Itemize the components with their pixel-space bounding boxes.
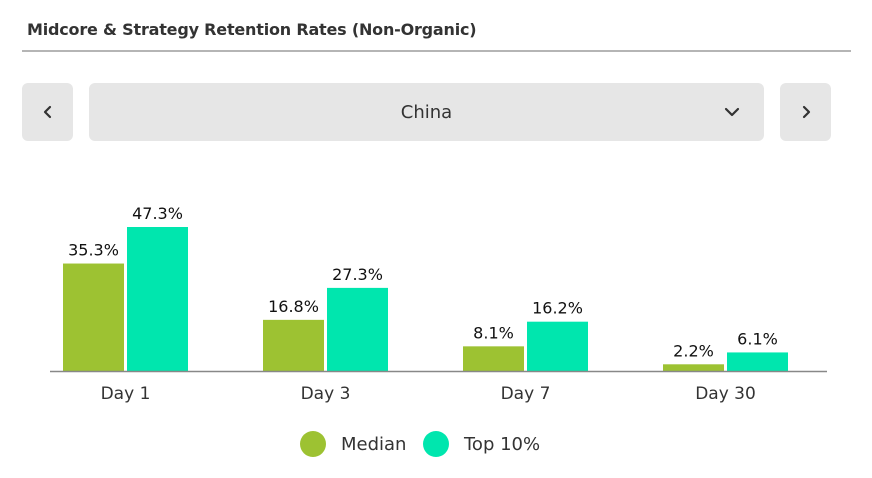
data-label: 6.1% [737,329,778,348]
data-label: 47.3% [132,204,183,223]
legend-label-median: Median [341,433,407,455]
bar-top-10-day-1[interactable] [127,227,188,371]
chevron-down-icon [724,107,740,117]
chevron-left-icon [43,105,51,119]
data-label: 2.2% [673,341,714,360]
data-label: 16.2% [532,299,583,318]
legend-label-top-10: Top 10% [464,433,541,455]
title-divider [22,50,851,52]
data-label: 27.3% [332,265,383,284]
chevron-right-icon [802,105,810,119]
x-tick-label: Day 3 [301,384,351,404]
next-button[interactable] [780,83,831,141]
data-label: 8.1% [473,323,514,342]
x-tick-label: Day 30 [695,384,756,404]
country-dropdown[interactable]: China [89,83,764,141]
x-tick-label: Day 7 [501,384,551,404]
retention-bar-chart: 35.3% 47.3% Day 1 16.8% 27.3% Day 3 8.1% 16.2% D… [50,204,827,404]
x-tick-label: Day 1 [101,384,151,404]
bar-median-day-7[interactable] [463,346,524,371]
chart-legend: Median Top 10% [0,428,872,460]
bar-top-10-day-3[interactable] [327,287,388,371]
bar-top-10-day-7[interactable] [527,321,588,371]
previous-button[interactable] [22,83,73,141]
legend-swatch-median [300,431,326,457]
legend-swatch-top-10 [423,431,449,457]
data-label: 16.8% [268,297,319,316]
country-selected-value: China [400,101,453,123]
bar-top-10-day-30[interactable] [727,352,788,371]
data-label: 35.3% [68,241,119,260]
bar-median-day-3[interactable] [263,319,324,371]
bar-median-day-30[interactable] [663,364,724,371]
bar-median-day-1[interactable] [63,263,124,371]
chart-title: Midcore & Strategy Retention Rates (Non-… [27,20,477,39]
legend-item-median[interactable]: Median [300,428,406,460]
legend-item-top-10[interactable]: Top 10% [423,428,540,460]
